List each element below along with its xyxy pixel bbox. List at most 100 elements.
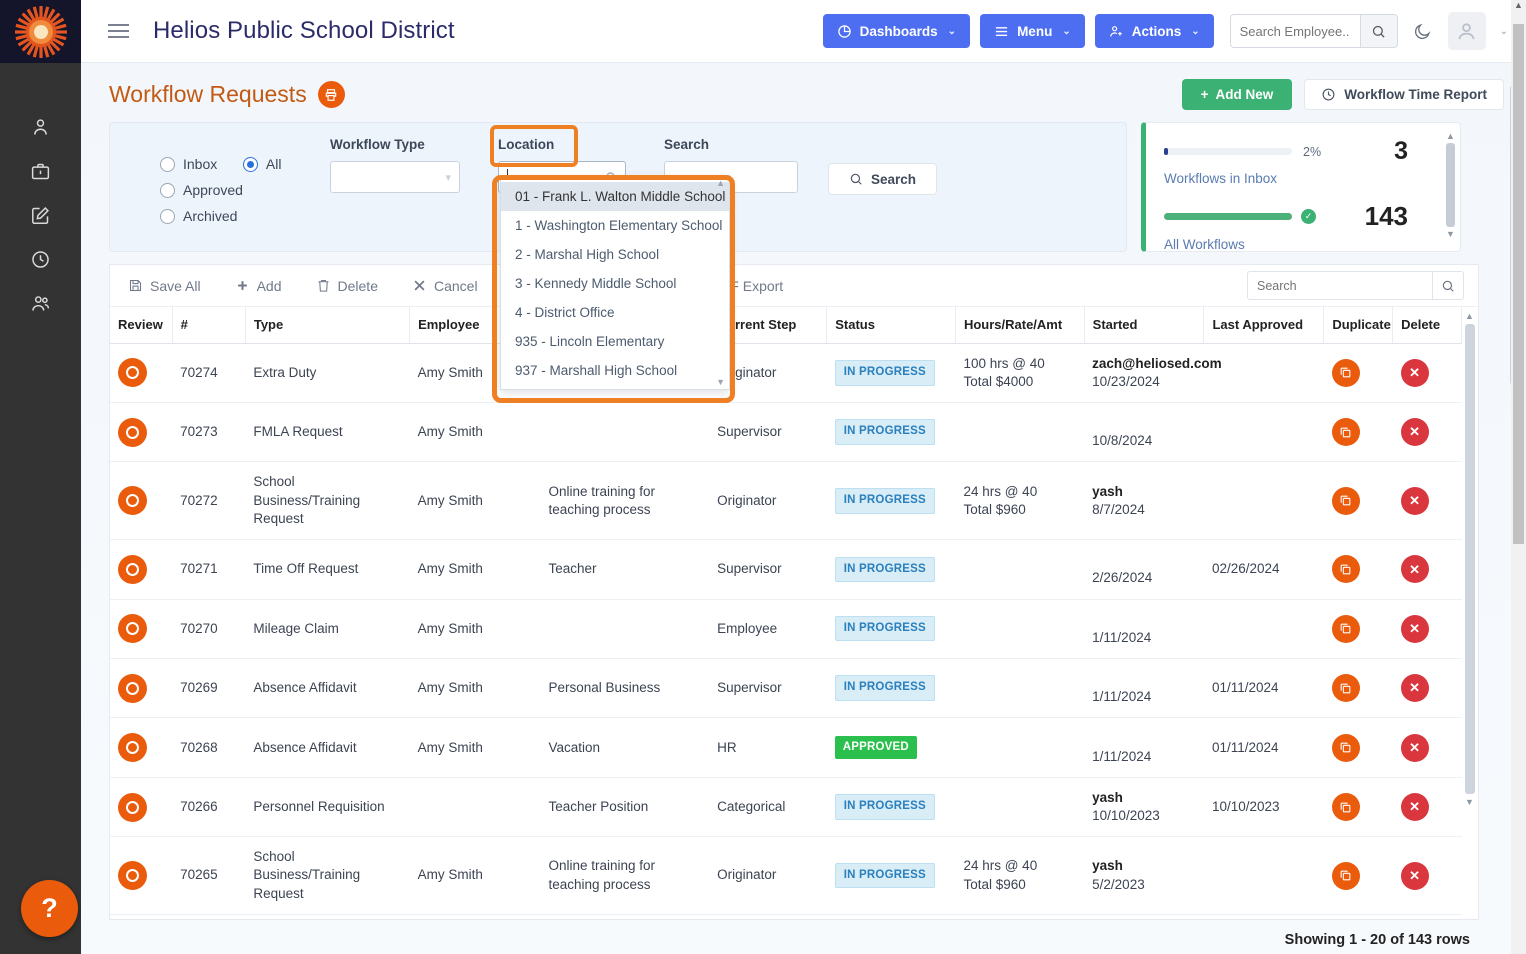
menu-toggle-button[interactable] bbox=[108, 24, 129, 38]
radio-approved[interactable]: Approved bbox=[160, 179, 330, 201]
add-new-button[interactable]: + Add New bbox=[1181, 79, 1293, 110]
employee-search-input[interactable] bbox=[1229, 14, 1360, 48]
delete-icon[interactable]: ✕ bbox=[1400, 861, 1429, 890]
location-option-0[interactable]: 01 - Frank L. Walton Middle School bbox=[501, 182, 729, 211]
duplicate-icon[interactable] bbox=[1331, 793, 1360, 822]
scroll-down-icon[interactable]: ▼ bbox=[1446, 229, 1455, 239]
location-option-3[interactable]: 3 - Kennedy Middle School bbox=[515, 276, 677, 291]
table-row[interactable]: 70272 School Business/Training Request Amy… bbox=[110, 461, 1462, 541]
radio-archived[interactable]: Archived bbox=[160, 205, 330, 227]
col-started[interactable]: Started bbox=[1084, 307, 1205, 344]
table-row[interactable]: 70268 Absence Affidavit Amy Smith Vacation H… bbox=[110, 717, 1462, 778]
col-number[interactable]: # bbox=[172, 307, 246, 344]
duplicate-icon[interactable] bbox=[1331, 358, 1360, 387]
app-logo[interactable] bbox=[0, 0, 81, 63]
scroll-up-icon[interactable]: ▲ bbox=[1446, 131, 1455, 141]
review-icon[interactable] bbox=[118, 486, 147, 516]
col-status[interactable]: Status bbox=[826, 307, 956, 344]
radio-all-control[interactable] bbox=[242, 156, 258, 172]
dark-mode-toggle[interactable] bbox=[1408, 16, 1438, 46]
duplicate-icon[interactable] bbox=[1331, 418, 1360, 447]
table-row[interactable]: 70265 School Business/Training Request Amy… bbox=[110, 836, 1462, 915]
review-icon[interactable] bbox=[118, 358, 147, 388]
actions-button[interactable]: Actions ⌄ bbox=[1094, 14, 1214, 48]
review-icon[interactable] bbox=[118, 417, 147, 447]
search-button[interactable]: Search bbox=[828, 163, 938, 195]
workflow-type-select[interactable]: ▾ bbox=[330, 161, 460, 193]
review-icon[interactable] bbox=[118, 733, 147, 763]
table-scrollbar[interactable]: ▲ ▼ bbox=[1463, 311, 1476, 911]
scrollbar-thumb[interactable] bbox=[1464, 324, 1475, 794]
duplicate-icon[interactable] bbox=[1331, 674, 1360, 703]
duplicate-icon[interactable] bbox=[1331, 555, 1360, 584]
sidebar-item-edit[interactable] bbox=[0, 193, 81, 237]
delete-icon[interactable]: ✕ bbox=[1400, 358, 1429, 387]
col-delete[interactable]: Delete bbox=[1392, 307, 1462, 344]
table-row[interactable]: 70273 FMLA Request Amy Smith Supervisor IN P… bbox=[110, 402, 1462, 463]
scroll-down-icon[interactable]: ▼ bbox=[716, 377, 725, 387]
help-button[interactable]: ? bbox=[21, 880, 78, 937]
all-label[interactable]: All Workflows bbox=[1164, 237, 1245, 252]
duplicate-icon[interactable] bbox=[1331, 861, 1360, 890]
scroll-up-icon[interactable]: ▲ bbox=[1465, 311, 1474, 321]
delete-button[interactable]: Delete bbox=[316, 278, 378, 294]
col-hours[interactable]: Hours/Rate/Amt bbox=[955, 307, 1085, 344]
save-all-button[interactable]: Save All bbox=[128, 278, 201, 294]
radio-all[interactable]: All bbox=[242, 153, 281, 175]
delete-icon[interactable]: ✕ bbox=[1400, 793, 1429, 822]
review-icon[interactable] bbox=[118, 792, 147, 822]
scroll-up-icon[interactable]: ▲ bbox=[1514, 0, 1523, 10]
table-row[interactable]: 70271 Time Off Request Amy Smith Teacher Sup… bbox=[110, 539, 1462, 600]
col-type[interactable]: Type bbox=[245, 307, 411, 344]
delete-icon[interactable]: ✕ bbox=[1400, 614, 1429, 643]
stats-scrollbar[interactable]: ▲ ▼ bbox=[1445, 131, 1456, 245]
col-last-approved[interactable]: Last Approved bbox=[1203, 307, 1325, 344]
avatar[interactable] bbox=[1447, 12, 1486, 50]
window-scrollbar[interactable]: ▲ bbox=[1511, 0, 1526, 954]
scroll-down-icon[interactable]: ▼ bbox=[1465, 797, 1474, 807]
location-option-1[interactable]: 1 - Washington Elementary School bbox=[515, 218, 723, 233]
cancel-button[interactable]: Cancel bbox=[412, 278, 478, 294]
delete-icon[interactable]: ✕ bbox=[1400, 555, 1429, 584]
dashboards-button[interactable]: Dashboards ⌄ bbox=[822, 14, 971, 48]
radio-inbox-control[interactable] bbox=[160, 156, 175, 172]
scroll-up-icon[interactable]: ▲ bbox=[716, 178, 725, 188]
scrollbar-thumb[interactable] bbox=[1446, 143, 1455, 227]
location-option-5[interactable]: 935 - Lincoln Elementary bbox=[515, 334, 665, 349]
delete-icon[interactable]: ✕ bbox=[1400, 486, 1429, 515]
grid-search-input[interactable] bbox=[1247, 271, 1432, 300]
review-icon[interactable] bbox=[118, 673, 147, 703]
delete-icon[interactable]: ✕ bbox=[1400, 733, 1429, 762]
grid-search-button[interactable] bbox=[1432, 271, 1464, 300]
delete-icon[interactable]: ✕ bbox=[1400, 418, 1429, 447]
table-row[interactable]: 70270 Mileage Claim Amy Smith Employee IN PR… bbox=[110, 599, 1462, 659]
sidebar-item-people[interactable] bbox=[0, 281, 81, 325]
duplicate-icon[interactable] bbox=[1331, 486, 1360, 515]
review-icon[interactable] bbox=[118, 614, 147, 644]
delete-icon[interactable]: ✕ bbox=[1400, 674, 1429, 703]
radio-approved-control[interactable] bbox=[160, 182, 175, 198]
radio-archived-control[interactable] bbox=[160, 208, 175, 224]
location-option-6[interactable]: 937 - Marshall High School bbox=[515, 363, 678, 378]
sidebar-item-briefcase[interactable] bbox=[0, 149, 81, 193]
review-icon[interactable] bbox=[118, 554, 147, 584]
location-dropdown-list[interactable]: ▲ 01 - Frank L. Walton Middle School 1 -… bbox=[500, 175, 730, 390]
table-row[interactable]: 70269 Absence Affidavit Amy Smith Personal … bbox=[110, 658, 1462, 719]
location-option-2[interactable]: 2 - Marshal High School bbox=[515, 247, 660, 262]
workflow-time-report-button[interactable]: Workflow Time Report bbox=[1304, 79, 1504, 110]
col-review[interactable]: Review bbox=[110, 307, 173, 344]
review-icon[interactable] bbox=[118, 861, 147, 891]
radio-inbox[interactable]: Inbox bbox=[160, 153, 217, 175]
employee-search-button[interactable] bbox=[1359, 14, 1398, 48]
add-button[interactable]: Add bbox=[235, 278, 282, 294]
avatar-chevron-down-icon[interactable]: ⌄ bbox=[1499, 25, 1508, 37]
sidebar-item-clock[interactable] bbox=[0, 237, 81, 281]
duplicate-icon[interactable] bbox=[1331, 733, 1360, 762]
inbox-label[interactable]: Workflows in Inbox bbox=[1164, 171, 1278, 186]
duplicate-icon[interactable] bbox=[1331, 614, 1360, 643]
page-print-button[interactable] bbox=[317, 81, 345, 108]
table-row[interactable]: 70266 Personnel Requisition Teacher Positi… bbox=[110, 777, 1462, 838]
menu-button[interactable]: Menu ⌄ bbox=[980, 14, 1085, 48]
